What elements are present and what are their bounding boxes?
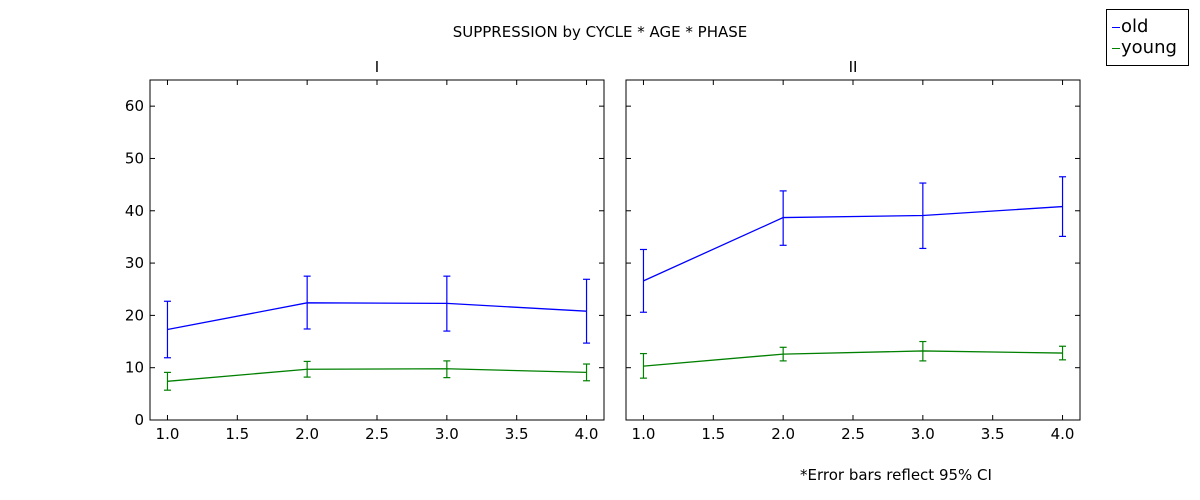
y-tick-label: 10: [125, 359, 144, 377]
legend-item-young: young: [1112, 38, 1177, 58]
panel-1: I 1.0 1.5 2.0 2.5 3.0 3.5 4.0 0 10 20 30 40 50 60: [125, 58, 605, 443]
x-tick-label: 2.0: [295, 425, 319, 443]
panel-title: II: [849, 58, 858, 76]
chart-title: SUPPRESSION by CYCLE * AGE * PHASE: [453, 23, 748, 41]
series-line-young: [643, 350, 1063, 367]
panel-title: I: [375, 58, 379, 76]
x-tick-label: 3.5: [505, 425, 529, 443]
error-bar: [779, 190, 787, 246]
x-tick-label: 2.5: [841, 425, 865, 443]
y-tick-label: 40: [125, 202, 144, 220]
error-bar: [639, 352, 647, 379]
y-tick-label: 30: [125, 254, 144, 272]
error-bar: [583, 363, 591, 382]
error-bar: [1059, 176, 1067, 237]
error-bar: [443, 360, 451, 379]
legend: old young: [1106, 9, 1189, 66]
error-bar: [779, 346, 787, 362]
x-tick-label: 3.0: [911, 425, 935, 443]
error-bar: [919, 340, 927, 362]
y-tick-label: 0: [134, 411, 144, 429]
error-bar: [163, 300, 171, 359]
x-tick-label: 2.0: [771, 425, 795, 443]
plot-frame: [625, 79, 1081, 421]
series-young: [639, 340, 1067, 379]
x-tick-label: 4.0: [1051, 425, 1075, 443]
x-tick-label: 1.0: [156, 425, 180, 443]
error-bar: [919, 182, 927, 250]
error-bar: [303, 360, 311, 378]
y-tick-label: 60: [125, 97, 144, 115]
legend-swatch-young: [1112, 47, 1120, 49]
series-line-old: [643, 205, 1063, 282]
panel-2: II 1.0 1.5 2.0 2.5 3.0 3.5 4.0: [625, 58, 1081, 443]
error-bar: [639, 248, 647, 313]
error-bar: [443, 275, 451, 332]
panels: I 1.0 1.5 2.0 2.5 3.0 3.5 4.0 0 10 20 30 40 50 60 II 1.0…: [125, 58, 1081, 443]
series-young: [163, 360, 591, 391]
legend-label-young: young: [1121, 37, 1177, 58]
x-tick-label: 1.5: [225, 425, 249, 443]
legend-item-old: old: [1112, 17, 1148, 37]
series-old: [163, 275, 591, 359]
series-line-young: [167, 368, 587, 382]
legend-label-old: old: [1121, 16, 1149, 37]
series-old: [639, 176, 1067, 313]
series-line-old: [167, 302, 587, 331]
x-tick-label: 4.0: [575, 425, 599, 443]
error-bar: [303, 275, 311, 330]
error-bar: [163, 371, 171, 391]
footnote: *Error bars reflect 95% CI: [800, 466, 992, 484]
x-tick-label: 1.5: [701, 425, 725, 443]
x-tick-label: 3.5: [981, 425, 1005, 443]
x-tick-label: 3.0: [435, 425, 459, 443]
y-tick-label: 50: [125, 149, 144, 167]
error-bar: [1059, 345, 1067, 361]
x-tick-label: 2.5: [365, 425, 389, 443]
y-tick-label: 20: [125, 306, 144, 324]
plot-frame: [149, 79, 605, 421]
error-bar: [583, 278, 591, 344]
legend-swatch-old: [1112, 26, 1120, 28]
x-tick-label: 1.0: [632, 425, 656, 443]
